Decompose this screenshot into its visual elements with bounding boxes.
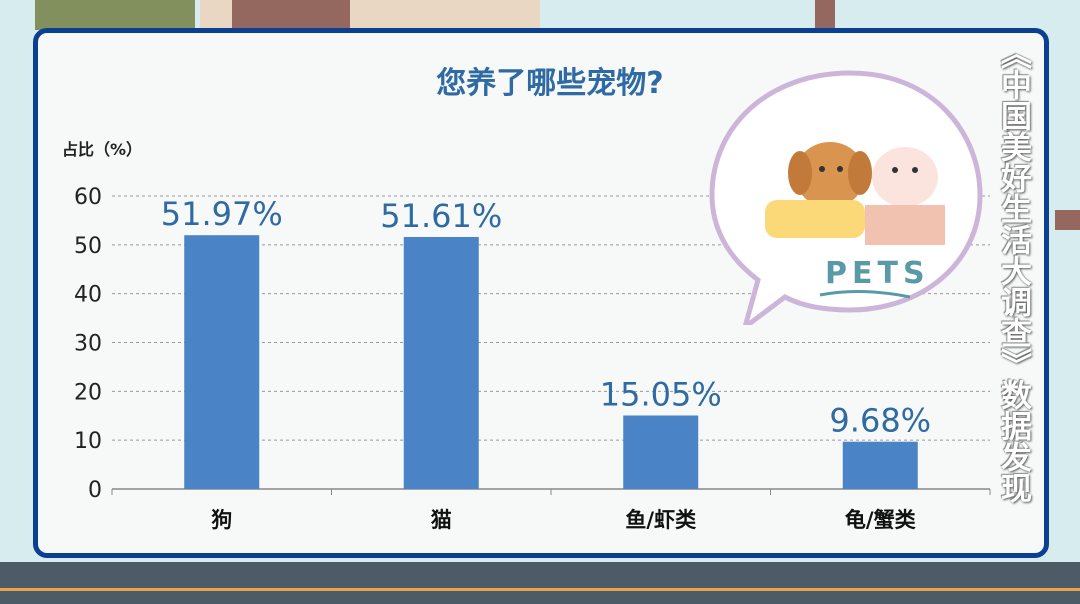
cat-icon	[872, 147, 938, 207]
bar	[184, 235, 260, 489]
x-tick-label: 龟/蟹类	[845, 508, 917, 532]
y-tick-label: 10	[74, 429, 102, 454]
background-wall	[232, 0, 350, 30]
dog-icon	[795, 142, 865, 208]
background-wall	[35, 0, 195, 30]
y-tick-label: 20	[74, 380, 102, 405]
x-tick-label: 狗	[211, 508, 232, 532]
floor-strip	[0, 562, 1080, 604]
chart-title: 您养了哪些宠物?	[436, 66, 664, 101]
pets-label: PETS	[825, 256, 930, 291]
x-tick-label: 猫	[431, 508, 452, 532]
bar	[842, 441, 918, 489]
watermark-text: 《中国美好生活大调查》数据发现	[995, 38, 1031, 503]
pets-illustration: PETS	[709, 70, 983, 325]
data-label: 51.61%	[380, 197, 502, 235]
y-tick-label: 0	[88, 478, 102, 503]
data-label: 9.68%	[829, 402, 931, 440]
floor-line	[0, 588, 1080, 591]
background-wall	[815, 0, 835, 30]
data-label: 15.05%	[600, 376, 722, 414]
x-tick-label: 鱼/虾类	[625, 508, 697, 532]
bar	[403, 236, 479, 489]
y-tick-label: 30	[74, 332, 102, 357]
bone-icon	[765, 200, 865, 238]
background-wall	[1055, 210, 1080, 230]
y-axis-label: 占比（%）	[62, 140, 143, 159]
y-tick-label: 40	[74, 283, 102, 308]
data-label: 51.97%	[161, 195, 283, 233]
y-tick-label: 50	[74, 234, 102, 259]
y-tick-label: 60	[74, 185, 102, 210]
bar	[623, 415, 699, 489]
